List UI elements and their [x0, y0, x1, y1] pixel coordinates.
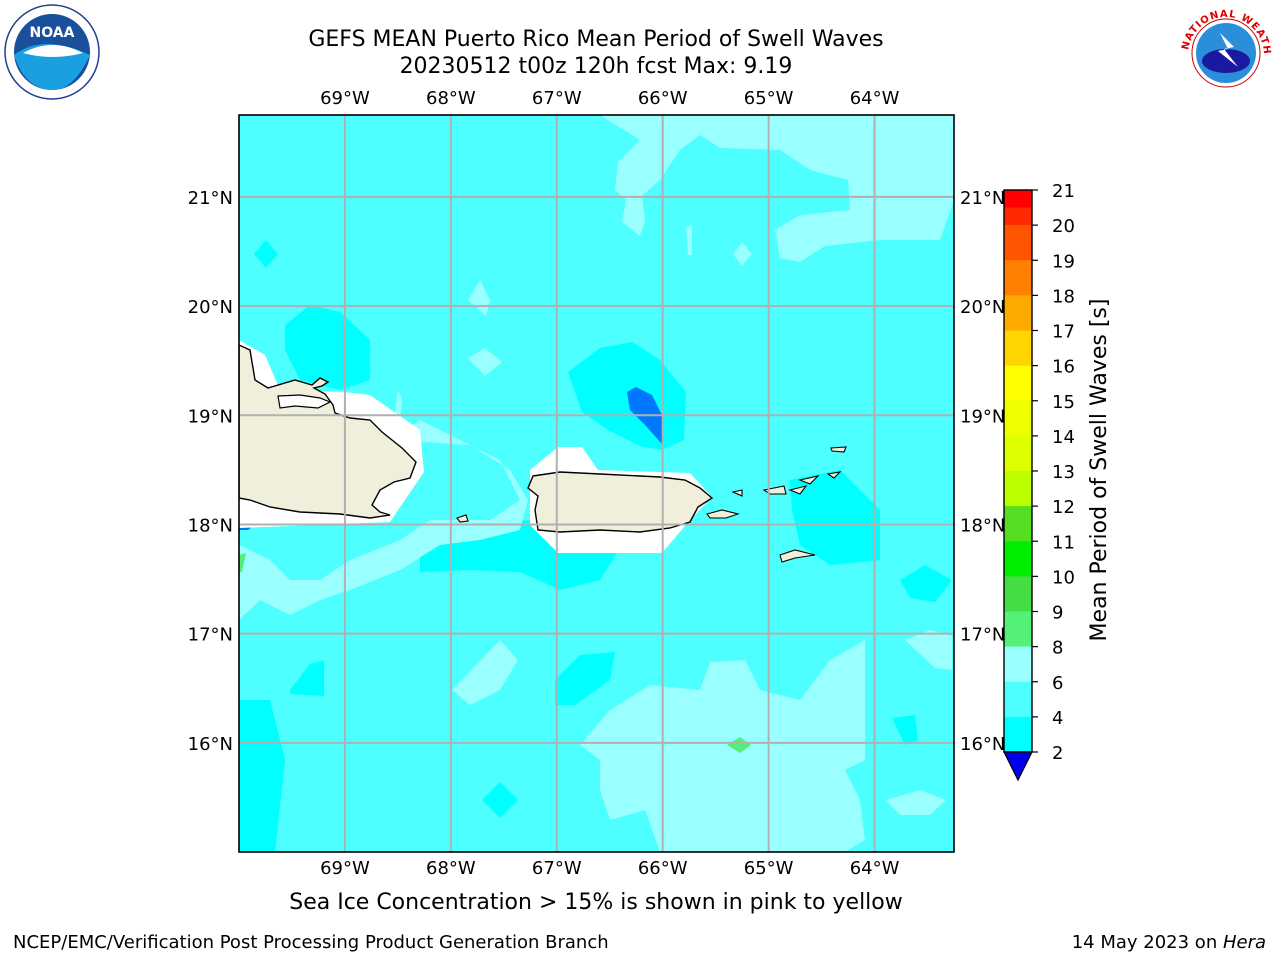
colorbar-band — [1004, 400, 1032, 437]
field-4-6 — [239, 700, 285, 852]
footer-date-text: 14 May 2023 on — [1071, 932, 1223, 953]
colorbar-tick-label: 9 — [1052, 603, 1063, 624]
field-4-6 — [555, 652, 615, 705]
noaa-logo-text: NOAA — [30, 25, 75, 41]
field-4-6 — [290, 660, 324, 696]
footer-branch: NCEP/EMC/Verification Post Processing Pr… — [13, 932, 609, 953]
map-axis-labels: 69°W 69°W 68°W 68°W 67°W 67°W 66°W 66°W 65°W 65°W… — [188, 88, 1006, 879]
colorbar-tick-label: 15 — [1052, 392, 1075, 413]
colorbar-band — [1004, 260, 1032, 296]
field-8-9 — [886, 790, 946, 815]
field-8-9 — [394, 390, 402, 418]
colorbar-tick-label: 17 — [1052, 322, 1075, 343]
colorbar-tick-label: 19 — [1052, 251, 1075, 272]
lon-label-bottom: 66°W — [638, 858, 688, 879]
chart-title: GEFS MEAN Puerto Rico Mean Period of Swe… — [308, 27, 884, 52]
colorbar-tick-label: 18 — [1052, 286, 1075, 307]
field-4-6 — [285, 305, 370, 390]
lat-label-right: 21°N — [960, 188, 1005, 209]
field-8-9 — [905, 630, 952, 670]
field-8-9 — [239, 420, 528, 620]
colorbar-band — [1004, 576, 1032, 612]
lat-label-left: 19°N — [188, 406, 233, 427]
noaa-logo: NOAA — [4, 4, 100, 100]
field-8-9 — [733, 242, 752, 266]
footer-date: 14 May 2023 on Hera — [1072, 932, 1266, 953]
colorbar-band — [1004, 506, 1032, 542]
lat-label-right: 17°N — [960, 625, 1005, 646]
lat-label-left: 20°N — [188, 297, 233, 318]
field-8-9 — [686, 224, 692, 255]
field-4-6 — [892, 715, 918, 745]
colorbar-tick-label: 13 — [1052, 462, 1075, 483]
colorbar-band — [1004, 541, 1032, 577]
footer-host: Hera — [1222, 932, 1266, 953]
colorbar-tick-label: 16 — [1052, 357, 1075, 378]
field-8-9 — [580, 640, 865, 852]
colorbar-band — [1004, 716, 1032, 753]
field-9-10 — [239, 553, 246, 572]
map-field — [239, 115, 954, 852]
colorbar-band — [1004, 646, 1032, 683]
map-grid — [239, 115, 954, 852]
colorbar-tick-label: 14 — [1052, 427, 1075, 448]
land-puerto-rico — [527, 471, 714, 533]
chart-subtitle: 20230512 t00z 120h fcst Max: 9.19 — [399, 54, 793, 79]
land-hispaniola — [239, 344, 417, 519]
colorbar-band — [1004, 471, 1032, 507]
lat-label-left: 18°N — [188, 515, 233, 536]
field-8-9 — [468, 348, 502, 376]
lat-label-right: 20°N — [960, 297, 1005, 318]
colorbar-tick-label: 2 — [1052, 743, 1063, 764]
lon-label-bottom: 65°W — [744, 858, 794, 879]
nws-logo: NATIONAL WEATHER SERVICE — [1176, 3, 1271, 88]
colorbar-tick-label: 6 — [1052, 673, 1063, 694]
field-4-6 — [482, 782, 518, 818]
colorbar-tick-label: 21 — [1052, 181, 1075, 202]
field-4-6 — [900, 565, 952, 602]
colorbar-band — [1004, 190, 1032, 208]
field-4-6 — [790, 470, 880, 565]
lat-label-left: 17°N — [188, 625, 233, 646]
lat-label-left: 21°N — [188, 188, 233, 209]
lat-label-left: 16°N — [188, 734, 233, 755]
colorbar-tick-label: 8 — [1052, 638, 1063, 659]
lat-label-right: 19°N — [960, 406, 1005, 427]
colorbar-tick-label: 4 — [1052, 708, 1063, 729]
lon-label-top: 66°W — [638, 88, 688, 109]
field-8-9 — [452, 640, 518, 705]
lat-label-right: 18°N — [960, 515, 1005, 536]
colorbar-band — [1004, 611, 1032, 648]
lon-label-bottom: 64°W — [850, 858, 900, 879]
colorbar-label: Mean Period of Swell Waves [s] — [1087, 299, 1112, 642]
colorbar-tick-label: 20 — [1052, 216, 1075, 237]
lon-label-bottom: 69°W — [320, 858, 370, 879]
colorbar-tick-label: 10 — [1052, 567, 1075, 588]
colorbar-band — [1004, 295, 1032, 331]
lon-label-bottom: 67°W — [532, 858, 582, 879]
sea-ice-note: Sea Ice Concentration > 15% is shown in … — [289, 890, 903, 915]
map-frame — [238, 114, 955, 853]
colorbar-tick-label: 11 — [1052, 532, 1075, 553]
colorbar-band — [1004, 681, 1032, 718]
lon-label-top: 68°W — [426, 88, 476, 109]
colorbar-band — [1004, 365, 1032, 402]
colorbar-extend — [1003, 751, 1033, 782]
colorbar-tick-label: 12 — [1052, 497, 1075, 518]
lat-label-right: 16°N — [960, 734, 1005, 755]
lon-label-bottom: 68°W — [426, 858, 476, 879]
lon-label-top: 69°W — [320, 88, 370, 109]
field-9-10 — [727, 737, 751, 753]
lon-label-top: 65°W — [744, 88, 794, 109]
colorbar-band — [1004, 330, 1032, 367]
lon-label-top: 67°W — [532, 88, 582, 109]
colorbar-band — [1004, 435, 1032, 472]
colorbar: 21 20 19 18 17 16 15 14 13 12 11 10 9 8 6 4 2 — [1003, 181, 1075, 782]
field-8-9 — [600, 115, 954, 262]
field-4-6 — [254, 240, 278, 268]
lon-label-top: 64°W — [850, 88, 900, 109]
colorbar-band — [1004, 225, 1032, 261]
